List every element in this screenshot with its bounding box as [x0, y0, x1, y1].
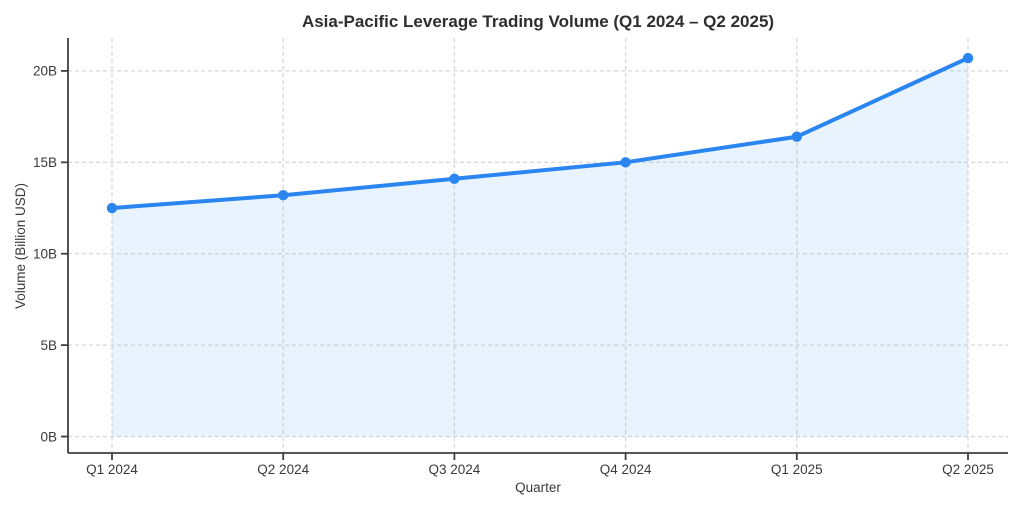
y-tick-label: 0B [40, 429, 57, 444]
y-tick-label: 20B [33, 64, 57, 79]
tick-label-layer: 0B 5B 10B 15B 20B Q1 2024 Q2 2024 Q3 2024 Q4 202… [33, 64, 994, 477]
axis-layer [61, 38, 1008, 460]
data-point-marker [962, 52, 974, 64]
x-tick-label: Q1 2025 [771, 462, 823, 477]
data-point-marker [449, 173, 460, 184]
data-point-marker [620, 157, 631, 168]
area-fill [112, 58, 968, 437]
x-tick-label: Q2 2024 [257, 462, 309, 477]
y-tick-label: 5B [40, 338, 57, 353]
series-layer [106, 52, 974, 437]
trend-line [110, 56, 970, 211]
data-point-marker [791, 131, 802, 142]
data-point-marker [106, 202, 118, 214]
y-tick-label: 10B [33, 247, 57, 262]
y-axis-title: Volume (Billion USD) [13, 183, 28, 309]
chart-title: Asia-Pacific Leverage Trading Volume (Q1… [302, 12, 774, 31]
x-tick-label: Q2 2025 [942, 462, 994, 477]
data-point-marker [278, 190, 289, 201]
x-tick-label: Q4 2024 [600, 462, 652, 477]
grid-layer [68, 38, 1008, 453]
x-axis-title: Quarter [515, 480, 561, 495]
x-tick-label: Q3 2024 [429, 462, 481, 477]
x-tick-label: Q1 2024 [86, 462, 138, 477]
y-tick-label: 15B [33, 155, 57, 170]
